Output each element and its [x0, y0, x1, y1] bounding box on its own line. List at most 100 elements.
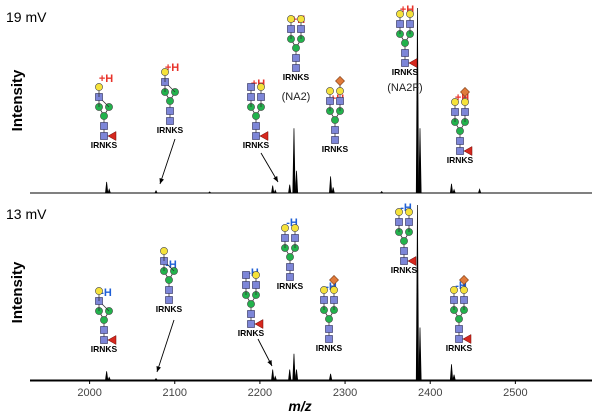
spectrum-peak	[418, 128, 422, 194]
glcnac-square	[247, 310, 255, 318]
mannose-circle	[166, 97, 174, 105]
spectrum-peak	[154, 190, 158, 194]
pointer-arrow	[260, 152, 279, 183]
glycan-name-label: (NA2F)	[387, 82, 422, 94]
glcnac-square	[166, 117, 174, 125]
glcnac-square	[257, 93, 265, 101]
mannose-circle	[331, 116, 339, 124]
galactose-circle	[330, 286, 338, 294]
glcnac-square	[291, 234, 299, 242]
x-tick-label: 2200	[248, 387, 272, 399]
fucose-triangle	[107, 131, 117, 141]
glcnac-square	[100, 122, 108, 130]
glcnac-square	[400, 257, 408, 265]
glycan-name-label: (NA2)	[282, 91, 311, 103]
spectrum-peak	[294, 369, 299, 381]
glcnac-square	[165, 286, 173, 294]
glycan-annotation: -H IRNKS	[446, 275, 473, 353]
spectrum-peak	[273, 375, 277, 381]
charge-label: +H	[99, 73, 113, 85]
spectrum-peak	[329, 373, 333, 381]
spectrum-peak	[154, 378, 158, 381]
glcnac-square	[461, 108, 469, 116]
peptide-label: IRNKS	[91, 344, 118, 354]
spectrum-peak	[418, 327, 422, 381]
charge-label: -H	[400, 202, 412, 214]
spectrum-peak	[288, 184, 292, 194]
peptide-label: IRNKS	[91, 140, 118, 150]
glcnac-square	[252, 132, 260, 140]
mannose-circle	[292, 44, 300, 52]
spectrum-peak	[452, 188, 456, 194]
mannose-circle	[165, 276, 173, 284]
mannose-circle	[286, 253, 294, 261]
glcnac-square	[166, 107, 174, 115]
peptide-label: IRNKS	[322, 144, 349, 154]
glcnac-square	[252, 122, 260, 130]
galactose-circle	[460, 286, 468, 294]
galactose-circle	[406, 10, 414, 18]
glcnac-square	[247, 83, 255, 91]
glcnac-square	[405, 218, 413, 226]
pointer-arrow	[156, 319, 175, 373]
fucose-triangle	[259, 131, 269, 141]
arrow-head	[159, 178, 164, 184]
spectrum-peak	[271, 185, 275, 194]
peptide-label: IRNKS	[391, 265, 418, 275]
spectrum-peak	[273, 189, 277, 194]
spectrum-peak	[208, 191, 212, 194]
peptide-label: IRNKS	[157, 125, 184, 135]
glcnac-square	[320, 296, 328, 304]
glcnac-square	[165, 296, 173, 304]
glcnac-square	[287, 25, 295, 33]
glcnac-square	[297, 25, 305, 33]
spectrum-panel-2: 13 mV Intensity -H IRNKS -H IRNKS -H IRNKS -H IRN…	[6, 202, 592, 414]
glcnac-square	[325, 335, 333, 343]
arrow-head	[156, 366, 161, 372]
glcnac-square	[247, 93, 255, 101]
panel-label: 19 mV	[6, 9, 47, 25]
glcnac-square	[100, 336, 108, 344]
glcnac-square	[450, 296, 458, 304]
glcnac-square	[100, 132, 108, 140]
glcnac-square	[406, 20, 414, 28]
spectrum-peak	[288, 369, 292, 381]
x-tick-label: 2000	[77, 387, 101, 399]
galactose-circle	[336, 87, 344, 95]
y-axis-label: Intensity	[9, 69, 26, 131]
charge-label: -H	[286, 217, 298, 229]
pointer-arrow	[159, 138, 176, 185]
fucose-triangle	[254, 319, 264, 329]
glcnac-square	[331, 126, 339, 134]
glcnac-square	[400, 247, 408, 255]
peptide-label: IRNKS	[446, 343, 473, 353]
galactose-circle	[257, 83, 265, 91]
mannose-circle	[247, 300, 255, 308]
glcnac-square	[395, 218, 403, 226]
spectrum-peak	[105, 181, 109, 194]
arrow-head	[273, 176, 278, 182]
panel-label: 13 mV	[6, 206, 47, 222]
fucose-triangle	[407, 256, 417, 266]
spectrum-peak	[294, 170, 299, 194]
neuac-diamond	[329, 275, 339, 285]
spectrum-peak	[292, 353, 296, 381]
glcnac-square	[456, 137, 464, 145]
glcnac-square	[286, 263, 294, 271]
glcnac-square	[331, 136, 339, 144]
glcnac-square	[286, 273, 294, 281]
charge-label: -H	[325, 281, 337, 293]
glcnac-square	[401, 59, 409, 67]
galactose-circle	[95, 287, 103, 295]
spectrum-peak	[452, 374, 456, 381]
spectrum-peak	[271, 369, 275, 381]
glycan-annotation: -H IRNKS	[156, 247, 183, 373]
glcnac-square	[292, 54, 300, 62]
glcnac-square	[330, 296, 338, 304]
glcnac-square	[281, 234, 289, 242]
glcnac-square	[252, 281, 260, 289]
fucose-triangle	[107, 335, 117, 345]
galactose-circle	[95, 83, 103, 91]
